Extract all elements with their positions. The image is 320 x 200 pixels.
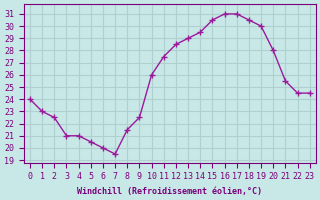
X-axis label: Windchill (Refroidissement éolien,°C): Windchill (Refroidissement éolien,°C) <box>77 187 262 196</box>
